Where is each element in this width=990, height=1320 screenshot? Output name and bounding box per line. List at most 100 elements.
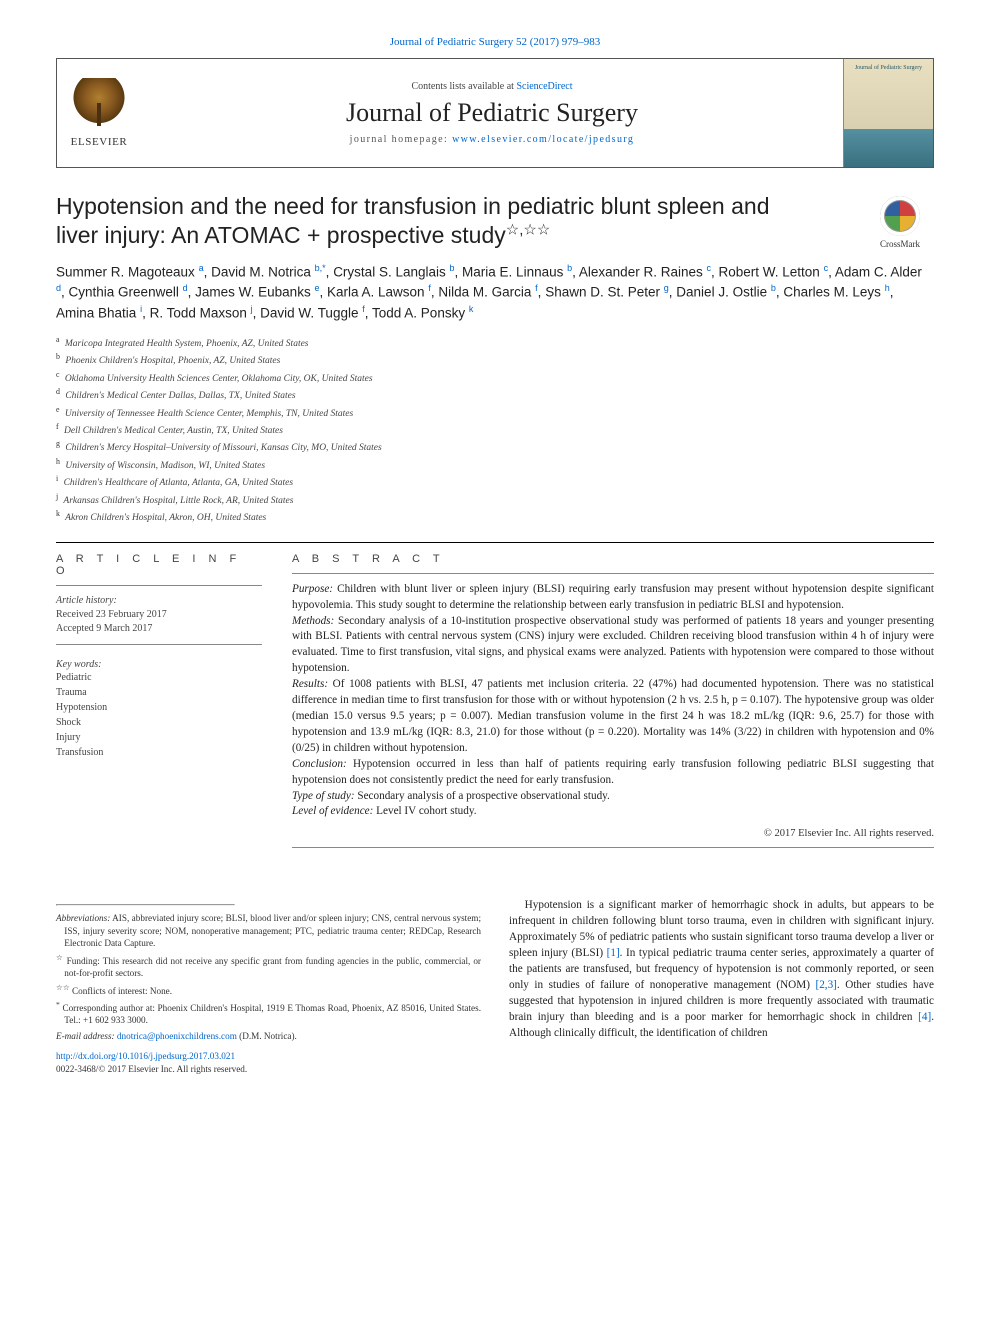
affiliation: c Oklahoma University Health Sciences Ce…	[56, 369, 934, 386]
author-affil-link[interactable]: a	[199, 263, 204, 273]
ref-link[interactable]: [2,3]	[815, 979, 836, 991]
author-affil-link[interactable]: f	[428, 283, 431, 293]
citation-link[interactable]: Journal of Pediatric Surgery 52 (2017) 9…	[390, 36, 601, 48]
thin-rule	[292, 573, 934, 574]
keyword: Transfusion	[56, 745, 262, 760]
journal-header: ELSEVIER Contents lists available at Sci…	[56, 58, 934, 168]
received-date: Received 23 February 2017	[56, 608, 262, 622]
author: David W. Tuggle	[260, 306, 358, 321]
affiliation: i Children's Healthcare of Atlanta, Atla…	[56, 473, 934, 490]
affiliation: f Dell Children's Medical Center, Austin…	[56, 421, 934, 438]
header-center: Contents lists available at ScienceDirec…	[141, 59, 843, 167]
author-affil-link[interactable]: k	[469, 304, 474, 314]
loe-text: Level IV cohort study.	[376, 805, 476, 817]
author-affil-link[interactable]: b,*	[315, 263, 326, 273]
conclusion-text: Hypotension occurred in less than half o…	[292, 758, 934, 786]
author: Adam C. Alder	[835, 264, 922, 279]
title-footnote-star2[interactable]: ☆☆	[523, 221, 550, 238]
funding-footnote: ☆ Funding: This research did not receive…	[64, 953, 481, 980]
conclusion-label: Conclusion:	[292, 758, 347, 770]
author-affil-link[interactable]: e	[314, 283, 319, 293]
keywords-list: Pediatric Trauma Hypotension Shock Injur…	[56, 670, 262, 760]
ref-link[interactable]: [1]	[607, 947, 620, 959]
author-affil-link[interactable]: f	[362, 304, 365, 314]
author-affil-link[interactable]: c	[707, 263, 712, 273]
author-affil-link[interactable]: c	[824, 263, 829, 273]
title-footnote-star1[interactable]: ☆	[506, 221, 519, 238]
divider-rule	[56, 542, 934, 543]
elsevier-logo[interactable]: ELSEVIER	[57, 59, 141, 167]
keyword: Pediatric	[56, 670, 262, 685]
author: Cynthia Greenwell	[69, 285, 179, 300]
abstract-heading: A B S T R A C T	[292, 553, 934, 565]
doi-block: http://dx.doi.org/10.1016/j.jpedsurg.201…	[56, 1050, 481, 1075]
affiliation: e University of Tennessee Health Science…	[56, 404, 934, 421]
contents-line: Contents lists available at ScienceDirec…	[141, 81, 843, 92]
title-line2: liver injury: An ATOMAC + prospective st…	[56, 222, 506, 248]
author-affil-link[interactable]: f	[535, 283, 538, 293]
author: Crystal S. Langlais	[333, 264, 446, 279]
issn-line: 0022-3468/© 2017 Elsevier Inc. All right…	[56, 1064, 247, 1074]
purpose-text: Children with blunt liver or spleen inju…	[292, 583, 934, 611]
email-link[interactable]: dnotrica@phoenixchildrens.com	[117, 1031, 237, 1041]
author: Summer R. Magoteaux	[56, 264, 195, 279]
crossmark-badge[interactable]: CrossMark	[866, 196, 934, 249]
info-abstract-row: A R T I C L E I N F O Article history: R…	[56, 553, 934, 857]
author: Maria E. Linnaus	[462, 264, 563, 279]
author: Charles M. Leys	[783, 285, 881, 300]
sciencedirect-link[interactable]: ScienceDirect	[516, 81, 572, 92]
page-root: Journal of Pediatric Surgery 52 (2017) 9…	[0, 0, 990, 1099]
homepage-prefix: journal homepage:	[350, 134, 452, 145]
keyword: Injury	[56, 730, 262, 745]
type-label: Type of study:	[292, 790, 355, 802]
ref-link[interactable]: [4]	[918, 1011, 931, 1023]
author-affil-link[interactable]: d	[56, 283, 61, 293]
journal-title: Journal of Pediatric Surgery	[141, 98, 843, 128]
methods-text: Secondary analysis of a 10-institution p…	[292, 615, 934, 675]
affiliation: k Akron Children's Hospital, Akron, OH, …	[56, 508, 934, 525]
author: Shawn D. St. Peter	[545, 285, 660, 300]
abbrev-footnote: Abbreviations: AIS, abbreviated injury s…	[64, 912, 481, 949]
affiliation-list: a Maricopa Integrated Health System, Pho…	[56, 334, 934, 526]
author-affil-link[interactable]: b	[771, 283, 776, 293]
contents-prefix: Contents lists available at	[411, 81, 516, 92]
abstract-copyright: © 2017 Elsevier Inc. All rights reserved…	[292, 828, 934, 839]
purpose-label: Purpose:	[292, 583, 333, 595]
affiliation: d Children's Medical Center Dallas, Dall…	[56, 386, 934, 403]
affiliation: h University of Wisconsin, Madison, WI, …	[56, 456, 934, 473]
author-affil-link[interactable]: j	[251, 304, 253, 314]
author-affil-link[interactable]: g	[664, 283, 669, 293]
doi-link[interactable]: http://dx.doi.org/10.1016/j.jpedsurg.201…	[56, 1051, 235, 1061]
article-history: Article history: Received 23 February 20…	[56, 594, 262, 636]
title-line1: Hypotension and the need for transfusion…	[56, 193, 769, 219]
author-affil-link[interactable]: b	[450, 263, 455, 273]
author: Karla A. Lawson	[327, 285, 425, 300]
author-affil-link[interactable]: b	[567, 263, 572, 273]
affiliation: g Children's Mercy Hospital–University o…	[56, 438, 934, 455]
author-affil-link[interactable]: i	[140, 304, 142, 314]
article-info-heading: A R T I C L E I N F O	[56, 553, 262, 577]
author: R. Todd Maxson	[150, 306, 247, 321]
corresponding-footnote: * Corresponding author at: Phoenix Child…	[64, 1000, 481, 1027]
results-label: Results:	[292, 678, 328, 690]
author-affil-link[interactable]: h	[885, 283, 890, 293]
affiliation: b Phoenix Children's Hospital, Phoenix, …	[56, 351, 934, 368]
keywords-label: Key words:	[56, 659, 262, 670]
history-label: Article history:	[56, 594, 262, 608]
body-columns: Abbreviations: AIS, abbreviated injury s…	[56, 898, 934, 1075]
affiliation: a Maricopa Integrated Health System, Pho…	[56, 334, 934, 351]
affiliation: j Arkansas Children's Hospital, Little R…	[56, 491, 934, 508]
author: Amina Bhatia	[56, 306, 136, 321]
coi-footnote: ☆☆ Conflicts of interest: None.	[64, 983, 481, 997]
abstract-text: Purpose: Children with blunt liver or sp…	[292, 582, 934, 821]
thin-rule	[292, 847, 934, 848]
author-affil-link[interactable]: d	[183, 283, 188, 293]
thin-rule	[56, 644, 262, 645]
intro-paragraph: Hypotension is a significant marker of h…	[509, 898, 934, 1041]
homepage-link[interactable]: www.elsevier.com/locate/jpedsurg	[452, 134, 634, 145]
author: Robert W. Letton	[719, 264, 820, 279]
article-info: A R T I C L E I N F O Article history: R…	[56, 553, 262, 857]
loe-label: Level of evidence:	[292, 805, 373, 817]
keyword: Hypotension	[56, 700, 262, 715]
author: Alexander R. Raines	[579, 264, 703, 279]
